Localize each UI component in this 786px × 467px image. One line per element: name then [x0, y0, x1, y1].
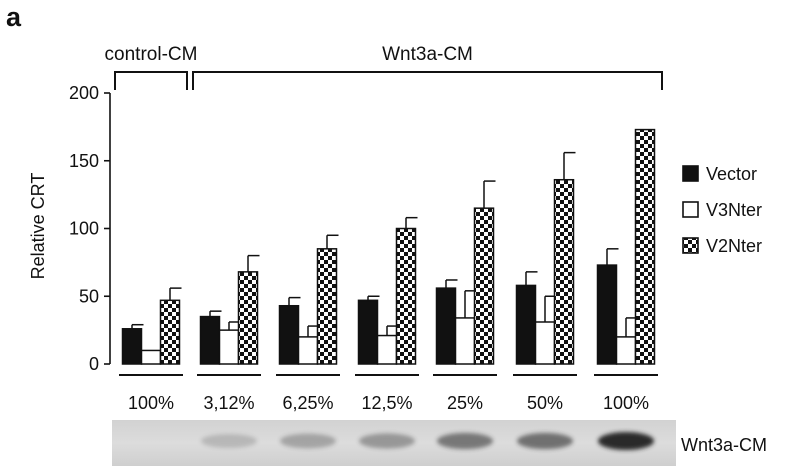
legend-swatch-vector [682, 165, 699, 182]
bar-v3nter [297, 336, 319, 365]
legend-label-v3nter: V3Nter [706, 200, 762, 220]
blot-band [517, 432, 573, 450]
bar-v3nter [140, 349, 162, 365]
group-bracket [192, 71, 663, 90]
bar-vector [121, 328, 143, 365]
bar-v2nter [473, 207, 495, 365]
bar-vector [435, 287, 457, 365]
bar-v2nter [634, 128, 656, 365]
legend-swatch-v3nter [682, 201, 699, 218]
blot-label: Wnt3a-CM [681, 435, 767, 455]
bar-v3nter [534, 321, 556, 365]
legend-label-vector: Vector [706, 164, 757, 184]
bar-vector [357, 299, 379, 365]
bar-vector [278, 304, 300, 365]
bar-v2nter [395, 227, 417, 365]
bar-v2nter [316, 248, 338, 365]
category-label: 25% [447, 393, 483, 413]
blot-band [359, 433, 415, 449]
blot-band [201, 434, 257, 448]
group-label: control-CM [105, 44, 198, 65]
legend: Vector V3Nter V2Nter [682, 164, 762, 256]
panel-label: a [6, 2, 22, 32]
y-axis-label: Relative CRT [28, 173, 48, 280]
blot-band [437, 432, 493, 450]
category-label: 100% [603, 393, 649, 413]
bar-vector [596, 264, 618, 365]
bar-v2nter [159, 299, 181, 365]
bar-v2nter [237, 271, 259, 365]
bar-vector [515, 284, 537, 365]
bar-v3nter [615, 336, 637, 365]
bar-series [121, 128, 656, 365]
blot-band [598, 432, 654, 450]
category-label: 12,5% [361, 393, 412, 413]
blot-band [280, 433, 336, 449]
y-tick-label: 0 [89, 354, 99, 374]
category-label: 6,25% [282, 393, 333, 413]
category-label: 3,12% [203, 393, 254, 413]
y-tick-label: 100 [69, 219, 99, 239]
legend-swatch-v2nter [682, 237, 699, 254]
category-label: 100% [128, 393, 174, 413]
category-label: 50% [527, 393, 563, 413]
bar-v3nter [454, 317, 476, 365]
y-tick-label: 50 [79, 286, 99, 306]
blot-bands [201, 432, 654, 450]
y-ticks: 0 50 100 150 200 [69, 83, 110, 374]
group-brackets: control-CM Wnt3a-CM [105, 44, 663, 90]
bar-v3nter [218, 329, 240, 365]
category-labels: 100% 3,12% 6,25% 12,5% 25% 50% 100% [128, 393, 649, 413]
y-tick-label: 200 [69, 83, 99, 103]
y-tick-label: 150 [69, 151, 99, 171]
bar-vector [199, 315, 221, 365]
bar-v3nter [376, 334, 398, 365]
group-bracket [114, 71, 188, 90]
group-label: Wnt3a-CM [382, 44, 473, 65]
legend-label-v2nter: V2Nter [706, 236, 762, 256]
bar-v2nter [553, 178, 575, 365]
western-blot [112, 420, 676, 466]
